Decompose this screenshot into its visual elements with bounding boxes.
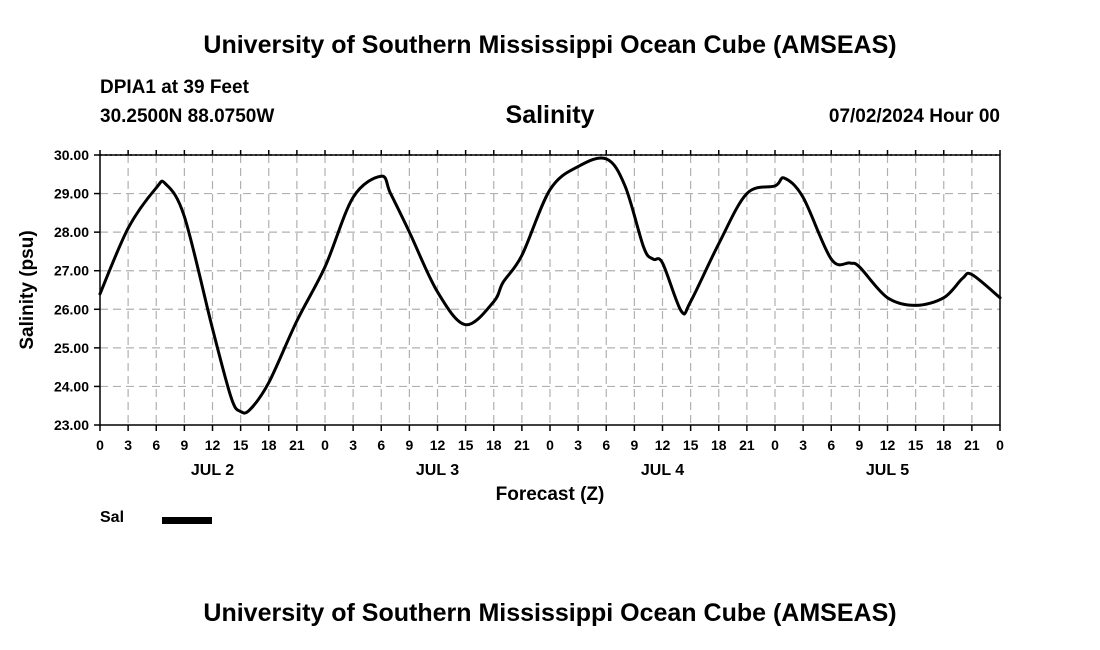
x-tick-label: 6	[152, 437, 160, 453]
footer-title: University of Southern Mississippi Ocean…	[203, 599, 897, 627]
y-tick-label: 29.00	[54, 186, 89, 202]
x-tick-label: 9	[180, 437, 188, 453]
x-tick-label: 6	[827, 437, 835, 453]
x-tick-label: 12	[430, 437, 446, 453]
y-tick-label: 23.00	[54, 417, 89, 433]
legend-label: Sal	[100, 509, 125, 526]
x-tick-label: 15	[233, 437, 249, 453]
x-tick-label: 21	[739, 437, 755, 453]
y-tick-label: 24.00	[54, 378, 89, 394]
x-tick-label: 15	[683, 437, 699, 453]
legend-swatch	[162, 517, 212, 524]
x-tick-label: 3	[574, 437, 582, 453]
y-tick-label: 28.00	[54, 224, 89, 240]
y-tick-label: 30.00	[54, 147, 89, 163]
x-tick-label: 18	[936, 437, 952, 453]
x-tick-label: 3	[124, 437, 132, 453]
x-tick-label: 3	[799, 437, 807, 453]
x-tick-label: 12	[205, 437, 221, 453]
day-label: JUL 2	[191, 462, 234, 479]
x-tick-label: 0	[771, 437, 779, 453]
x-tick-label: 0	[321, 437, 329, 453]
x-tick-label: 0	[996, 437, 1004, 453]
chart-title: Salinity	[505, 101, 595, 129]
x-tick-label: 18	[486, 437, 502, 453]
y-axis-label: Salinity (psu)	[17, 230, 38, 349]
x-tick-label: 12	[655, 437, 671, 453]
x-tick-label: 21	[514, 437, 530, 453]
day-label: JUL 3	[416, 462, 459, 479]
grid-lines	[100, 154, 1000, 425]
x-tick-label: 21	[964, 437, 980, 453]
day-label: JUL 4	[641, 462, 684, 479]
x-axis-label: Forecast (Z)	[496, 484, 605, 505]
x-tick-label: 15	[458, 437, 474, 453]
series-group	[98, 156, 1002, 415]
x-tick-label: 9	[855, 437, 863, 453]
x-tick-label: 3	[349, 437, 357, 453]
coordinates-label: 30.2500N 88.0750W	[100, 106, 275, 127]
station-label: DPIA1 at 39 Feet	[100, 77, 249, 98]
x-tick-label: 18	[261, 437, 277, 453]
x-tick-label: 9	[405, 437, 413, 453]
y-tick-label: 27.00	[54, 263, 89, 279]
run-time-label: 07/02/2024 Hour 00	[828, 106, 1000, 127]
x-tick-label: 21	[289, 437, 305, 453]
x-tick-label: 0	[546, 437, 554, 453]
x-tick-label: 12	[880, 437, 896, 453]
x-tick-label: 9	[630, 437, 638, 453]
x-tick-label: 6	[377, 437, 385, 453]
x-tick-label: 0	[96, 437, 104, 453]
x-tick-label: 15	[908, 437, 924, 453]
y-axis: 23.00 24.00 25.00 26.00 27.00 28.00 29.00 30.00	[54, 147, 100, 433]
day-label: JUL 5	[866, 462, 909, 479]
page-title: University of Southern Mississippi Ocean…	[203, 31, 897, 59]
series-line-sal	[98, 156, 1002, 415]
x-tick-label: 6	[602, 437, 610, 453]
x-axis: 0 3 6 9 12 15 18 21 0 3 6 9 12 15 18 21 0 3 6 9 12 15 18 21 0 3 6 9…	[96, 150, 1004, 479]
x-tick-label: 18	[711, 437, 727, 453]
y-tick-label: 25.00	[54, 340, 89, 356]
y-tick-label: 26.00	[54, 301, 89, 317]
